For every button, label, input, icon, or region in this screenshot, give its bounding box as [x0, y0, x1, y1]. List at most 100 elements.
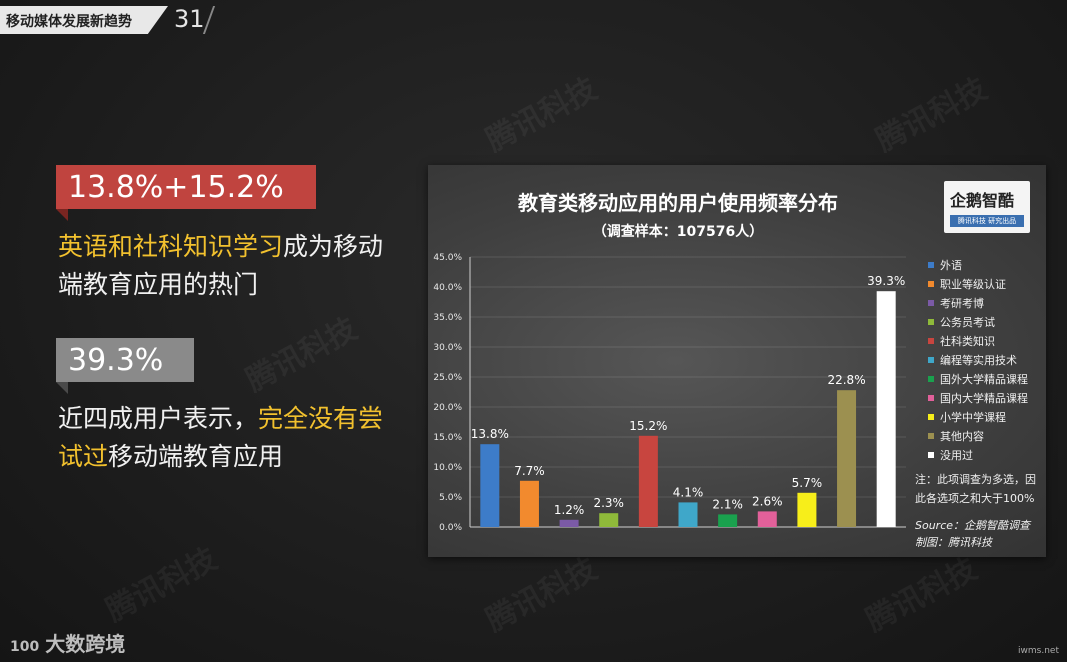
brand-mark-icon: 100 — [10, 639, 40, 655]
legend-item: 外语 — [928, 255, 1043, 274]
legend-label: 国外大学精品课程 — [940, 372, 1028, 386]
legend-label: 职业等级认证 — [940, 277, 1006, 291]
data-label: 2.6% — [752, 494, 783, 508]
data-label: 15.2% — [629, 419, 667, 433]
logo-subtext: 腾讯科技 研究出品 — [950, 215, 1024, 227]
watermark: 腾讯科技 — [480, 71, 603, 159]
y-tick-label: 5.0% — [439, 493, 462, 503]
finding-1-highlight: 英语和社科知识学习 — [58, 232, 284, 261]
legend-swatch — [928, 413, 934, 420]
legend-item: 编程等实用技术 — [928, 350, 1043, 369]
watermark: 腾讯科技 — [860, 551, 983, 639]
stat-badge-1: 13.8%+15.2% — [56, 165, 316, 221]
y-tick-label: 35.0% — [433, 313, 462, 323]
credit-line: 制图：腾讯科技 — [915, 536, 992, 549]
bar — [837, 390, 857, 527]
data-label: 4.1% — [673, 485, 704, 499]
legend-item: 国内大学精品课程 — [928, 388, 1043, 407]
legend-swatch — [928, 318, 934, 325]
legend-item: 其他内容 — [928, 426, 1043, 445]
y-tick-label: 10.0% — [433, 463, 462, 473]
source-line: Source：企鹅智酷调查 — [915, 519, 1031, 532]
y-tick-label: 30.0% — [433, 343, 462, 353]
data-label: 39.3% — [867, 274, 905, 288]
data-label: 1.2% — [554, 503, 585, 517]
y-tick-label: 45.0% — [433, 253, 462, 263]
legend-item: 社科类知识 — [928, 331, 1043, 350]
legend-swatch — [928, 375, 934, 382]
data-label: 2.1% — [712, 497, 743, 511]
finding-2: 近四成用户表示，完全没有尝试过移动端教育应用 — [58, 400, 408, 476]
bar — [599, 513, 619, 527]
legend-swatch — [928, 280, 934, 287]
data-label: 22.8% — [827, 373, 865, 387]
y-tick-label: 20.0% — [433, 403, 462, 413]
legend-label: 外语 — [940, 258, 962, 272]
legend-item: 公务员考试 — [928, 312, 1043, 331]
legend-swatch — [928, 356, 934, 363]
chart-title: 教育类移动应用的用户使用频率分布 — [518, 191, 838, 215]
data-label: 5.7% — [792, 476, 823, 490]
legend-item: 职业等级认证 — [928, 274, 1043, 293]
y-tick-label: 0.0% — [439, 523, 462, 533]
legend-item: 没用过 — [928, 445, 1043, 464]
legend-swatch — [928, 394, 934, 401]
chart-legend: 外语职业等级认证考研考博公务员考试社科类知识编程等实用技术 国外大学精品课程 国内大… — [928, 255, 1043, 464]
data-label: 7.7% — [514, 464, 545, 478]
legend-swatch — [928, 299, 934, 306]
site-url: iwms.net — [1018, 646, 1059, 656]
y-tick-label: 40.0% — [433, 283, 462, 293]
section-title: 移动媒体发展新趋势 — [6, 14, 132, 30]
chart-source: Source：企鹅智酷调查 制图：腾讯科技 — [915, 517, 1030, 551]
header: 移动媒体发展新趋势 31 — [0, 0, 230, 38]
bar — [480, 444, 500, 527]
legend-label: 公务员考试 — [940, 315, 995, 329]
finding-2-start: 近四成用户表示， — [58, 404, 259, 433]
bar — [519, 480, 539, 527]
chart-note: 注：此项调查为多选，因此各选项之和大于100% — [915, 473, 1036, 505]
bar-chart: 0.0% 5.0% 10.0% 15.0% 20.0% 25.0% 30.0% 35.0% 40… — [433, 253, 906, 533]
legend-label: 没用过 — [940, 448, 973, 462]
watermark: 腾讯科技 — [100, 541, 223, 629]
page-number: 31 — [174, 5, 205, 33]
legend-swatch — [928, 432, 934, 439]
bar — [797, 492, 817, 527]
bar — [678, 502, 698, 527]
stat-badge-2: 39.3% — [56, 338, 194, 394]
legend-swatch — [928, 261, 934, 268]
finding-1: 英语和社科知识学习成为移动端教育应用的热门 — [58, 228, 408, 304]
bar — [718, 514, 738, 527]
logo-text: 企鹅智酷 — [950, 191, 1015, 210]
watermark: 腾讯科技 — [870, 71, 993, 159]
footer-brand-text: 大数跨境 — [45, 632, 126, 656]
watermark: 腾讯科技 — [480, 551, 603, 639]
bar — [757, 511, 777, 527]
footer-brand: 100 大数跨境 — [10, 628, 125, 657]
legend-item: 小学中学课程 — [928, 407, 1043, 426]
finding-2-text: 移动端教育应用 — [108, 442, 284, 471]
brand-logo: 企鹅智酷 腾讯科技 研究出品 — [944, 181, 1030, 233]
y-tick-label: 15.0% — [433, 433, 462, 443]
legend-item: 考研考博 — [928, 293, 1043, 312]
y-tick-label: 25.0% — [433, 373, 462, 383]
legend-swatch — [928, 337, 934, 344]
bar — [876, 291, 896, 527]
legend-label: 国内大学精品课程 — [940, 391, 1028, 405]
legend-label: 编程等实用技术 — [940, 353, 1017, 367]
data-label: 13.8% — [471, 427, 509, 441]
chart-subtitle: （调查样本：107576人） — [592, 224, 764, 240]
legend-label: 社科类知识 — [940, 334, 995, 348]
data-label: 2.3% — [593, 496, 624, 510]
watermark: 腾讯科技 — [240, 311, 363, 399]
header-divider — [202, 6, 216, 34]
bar — [638, 435, 658, 527]
finding-2-highlight: 完全没有尝试过 — [58, 404, 384, 471]
legend-item: 国外大学精品课程 — [928, 369, 1043, 388]
chart-panel: 教育类移动应用的用户使用频率分布 （调查样本：107576人） 企鹅智酷 腾讯科… — [428, 165, 1046, 557]
legend-swatch — [928, 451, 934, 458]
section-tab: 移动媒体发展新趋势 — [0, 6, 168, 34]
finding-1-text: 成为移动端教育应用的热门 — [58, 232, 384, 299]
legend-label: 其他内容 — [940, 429, 984, 443]
legend-label: 小学中学课程 — [940, 410, 1006, 424]
bar — [559, 519, 579, 527]
